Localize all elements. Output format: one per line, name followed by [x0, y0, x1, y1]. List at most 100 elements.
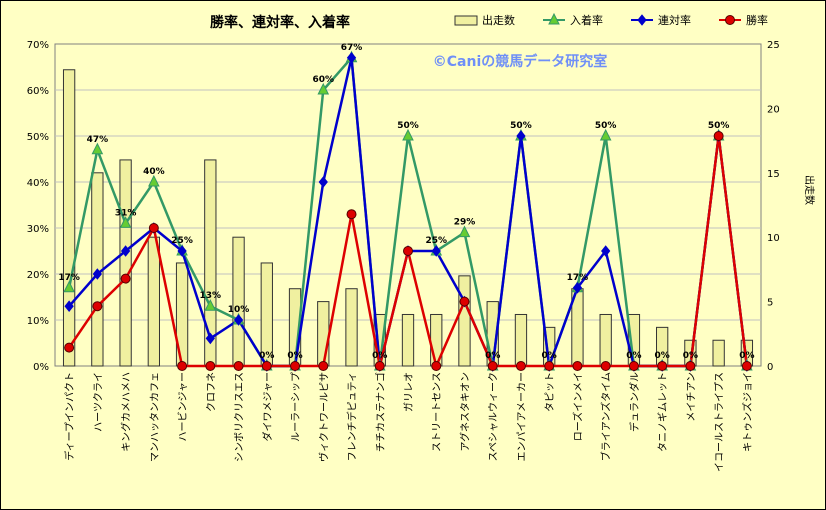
point [713, 131, 724, 141]
data-label: 0% [485, 351, 500, 361]
point [120, 273, 131, 284]
legend-label: 連対率 [658, 13, 691, 27]
point [374, 361, 385, 371]
point [261, 361, 272, 371]
data-label: 0% [626, 351, 641, 361]
category-label: ヴィクトワールピサ [317, 372, 330, 462]
data-label: 40% [143, 167, 165, 177]
data-label: 10% [228, 305, 250, 315]
plot-area [54, 43, 762, 367]
category-label: ディープインパクト [63, 372, 76, 461]
point [204, 299, 217, 311]
left-tick-label: 40% [27, 178, 49, 189]
data-label: 17% [567, 273, 589, 283]
legend-swatch [454, 15, 478, 26]
point [148, 174, 160, 187]
point [487, 361, 498, 371]
data-label: 0% [655, 351, 670, 361]
point [177, 361, 188, 371]
point [431, 361, 442, 371]
category-label: フレンチデピュティ [346, 372, 359, 461]
data-label: 31% [115, 208, 137, 218]
point [92, 268, 103, 280]
category-label: メイチアン [685, 372, 697, 422]
point [290, 361, 301, 371]
right-tick-label: 15 [767, 169, 780, 180]
category-label: キトゥンズジョイ [741, 372, 754, 452]
bar [317, 301, 330, 367]
point [548, 12, 560, 25]
data-label: 13% [200, 291, 222, 301]
bar [232, 236, 245, 367]
bar [62, 69, 76, 367]
data-label: 0% [683, 351, 698, 361]
left-tick-label: 70% [27, 40, 49, 51]
category-label: ローズインメイ [571, 372, 584, 441]
point [317, 82, 330, 95]
bar [599, 313, 612, 367]
point [516, 130, 526, 142]
point [741, 361, 752, 371]
point [64, 300, 74, 313]
point [148, 223, 159, 233]
point [91, 142, 104, 155]
point [63, 280, 75, 293]
data-label: 0% [542, 351, 557, 361]
category-label: イコールストライプス [714, 372, 726, 472]
category-label: タピット [544, 372, 556, 412]
category-label: スペシャルウィーク [488, 372, 500, 461]
right-tick-label: 25 [767, 40, 780, 51]
category-label: クロフネ [205, 372, 217, 412]
data-label: 17% [58, 273, 80, 283]
legend-label: 入着率 [570, 13, 603, 27]
left-tick-label: 20% [27, 270, 49, 281]
legend-label: 勝率 [746, 13, 768, 27]
bar [458, 275, 471, 367]
category-label: タニノギムレット [657, 372, 669, 452]
data-label: 60% [313, 75, 335, 85]
data-label: 50% [397, 121, 419, 131]
category-label: アグネスタキオン [458, 372, 471, 452]
data-label: 0% [287, 351, 302, 361]
bar [345, 288, 358, 367]
point [459, 296, 470, 307]
axes: 0% 10% 20% 30% 40% 50% 60% 70% 0 5 10 15 20 25 ディープインパ… [27, 40, 780, 472]
point [600, 361, 611, 371]
point [515, 361, 526, 371]
category-label: シンボリクリスエス [234, 372, 246, 462]
chart-title: 勝率、連対率、入着率 [210, 14, 350, 31]
point [599, 128, 612, 141]
point [572, 361, 583, 371]
right-tick-label: 5 [767, 298, 773, 309]
watermark: ©Caniの競馬データ研究室 [433, 53, 608, 70]
point [318, 176, 328, 188]
point [657, 361, 668, 371]
bar [514, 313, 528, 367]
category-label: キングカメハメハ [120, 372, 133, 452]
right-tick-label: 10 [767, 233, 780, 244]
left-tick-label: 30% [27, 224, 49, 235]
bar [119, 159, 132, 367]
category-label: ストリートセンス [431, 372, 443, 452]
point [601, 245, 611, 257]
category-label: チチカステナンゴ [374, 372, 387, 452]
point [572, 281, 583, 294]
category-label: エンパイアメーカー [516, 372, 528, 462]
bar [712, 339, 725, 367]
legend-label: 出走数 [482, 13, 515, 27]
point [119, 216, 132, 228]
data-label: 25% [171, 236, 193, 246]
point [637, 14, 647, 26]
left-tick-label: 0% [33, 362, 49, 373]
point [64, 342, 75, 353]
data-label: 0% [259, 351, 274, 361]
point [628, 361, 639, 371]
category-label: ハーツクライ [92, 372, 104, 432]
left-tick-label: 10% [27, 316, 49, 327]
point [346, 209, 357, 220]
data-label: 29% [454, 218, 476, 228]
point [544, 361, 555, 371]
left-tick-label: 60% [27, 86, 49, 97]
legend: 出走数 入着率 連対率 勝率 [454, 12, 768, 27]
